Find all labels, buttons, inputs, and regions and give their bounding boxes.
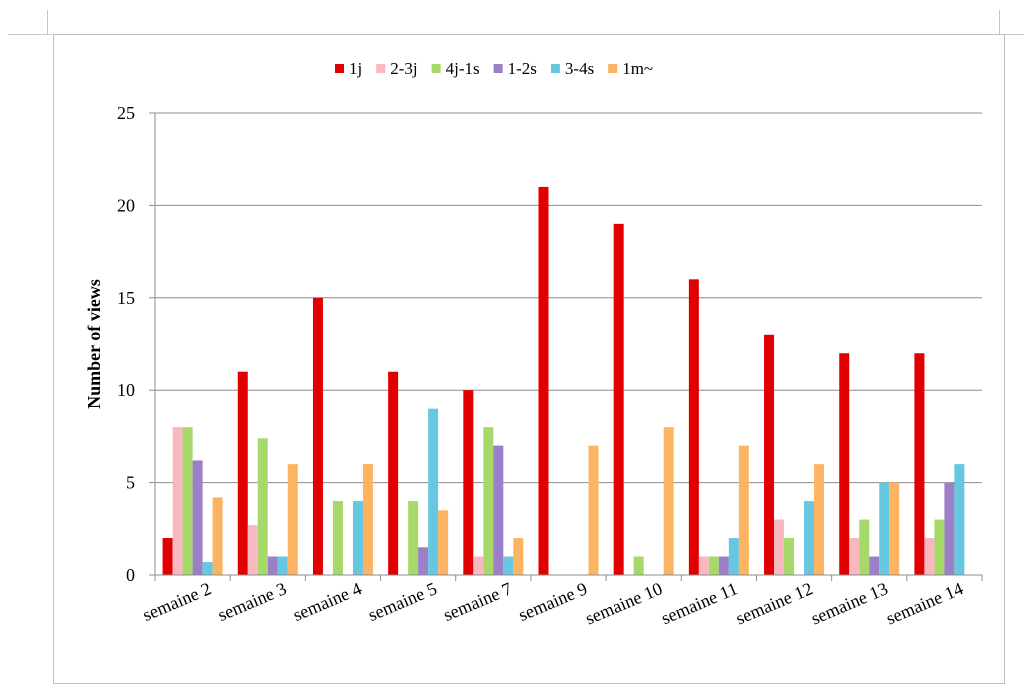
crop-mark-right-vertical (999, 10, 1000, 34)
bar-4j-1s-semaine-4 (332, 501, 343, 575)
bar-3-4s-semaine-5 (428, 408, 439, 575)
bar-4j-1s-semaine-12 (784, 538, 795, 575)
bar-1-2s-semaine-2 (192, 460, 203, 575)
gridlines (155, 112, 982, 484)
bar-1j-semaine-4 (312, 297, 323, 575)
y-tick-label: 15 (117, 288, 135, 308)
bar-3-4s-semaine-7 (503, 556, 514, 575)
x-tick-label: semaine 12 (733, 578, 816, 628)
x-tick-label: semaine 3 (215, 578, 290, 625)
legend-swatch (550, 64, 560, 73)
bar-1j-semaine-9 (538, 186, 549, 576)
bar-1-2s-semaine-3 (267, 556, 278, 575)
legend-label: 1m~ (622, 59, 653, 78)
bar-1-2s-semaine-5 (418, 547, 429, 575)
x-tick-label: semaine 9 (516, 578, 591, 625)
bar-4j-1s-semaine-3 (257, 438, 268, 575)
y-tick-label: 25 (117, 103, 135, 123)
legend-label: 4j-1s (446, 59, 480, 78)
bar-4j-1s-semaine-11 (708, 556, 719, 575)
bar-3-4s-semaine-13 (879, 482, 890, 575)
x-tick-label: semaine 5 (365, 578, 440, 625)
bar-1m~-semaine-4 (362, 464, 373, 575)
bar-4j-1s-semaine-14 (934, 519, 945, 575)
bar-3-4s-semaine-3 (277, 556, 288, 575)
bar-1-2s-semaine-11 (718, 556, 729, 575)
bar-3-4s-semaine-11 (728, 538, 739, 575)
legend-swatch (608, 64, 618, 73)
axes (149, 112, 983, 581)
bar-3-4s-semaine-14 (954, 464, 965, 575)
legend-label: 2-3j (390, 59, 417, 78)
bar-2-3j-semaine-2 (172, 427, 183, 575)
crop-mark-left-horizontal (8, 34, 52, 35)
legend-swatch (335, 64, 344, 73)
legend-label: 1j (349, 59, 362, 78)
bar-2-3j-semaine-13 (849, 538, 860, 575)
bar-1j-semaine-11 (688, 279, 699, 575)
x-tick-label: semaine 10 (582, 578, 665, 628)
x-tick-label: semaine 13 (808, 578, 891, 628)
x-tick-labels: semaine 2 semaine 3 semaine 4 semaine 5 sema… (140, 578, 966, 628)
legend: 1j 2-3j 4j-1s 1-2s 3-4s 1m~ (335, 59, 653, 78)
y-axis-label: Number of views (84, 279, 104, 409)
bar-2-3j-semaine-11 (698, 556, 709, 575)
bar-1j-semaine-13 (839, 353, 850, 575)
y-tick-label: 20 (117, 195, 135, 215)
bar-2-3j-semaine-14 (924, 538, 935, 575)
bar-1j-semaine-2 (162, 538, 173, 575)
bar-2-3j-semaine-7 (473, 556, 484, 575)
bar-1m~-semaine-9 (588, 445, 599, 575)
bar-1j-semaine-5 (388, 371, 399, 575)
bars (162, 186, 965, 576)
x-tick-label: semaine 7 (440, 578, 515, 625)
bar-1j-semaine-3 (237, 371, 248, 575)
y-tick-label: 5 (126, 473, 135, 493)
bar-1j-semaine-7 (463, 390, 474, 575)
bar-1j-semaine-12 (764, 334, 775, 575)
bar-1-2s-semaine-14 (944, 482, 955, 575)
legend-label: 3-4s (565, 59, 594, 78)
bar-1m~-semaine-11 (738, 445, 749, 575)
crop-mark-left-vertical (47, 10, 48, 34)
y-tick-label: 10 (117, 380, 135, 400)
bar-1j-semaine-10 (613, 223, 624, 575)
legend-swatch (376, 64, 386, 73)
legend-label: 1-2s (508, 59, 537, 78)
bar-2-3j-semaine-12 (774, 519, 785, 575)
bar-4j-1s-semaine-2 (182, 427, 193, 575)
legend-swatch (431, 64, 441, 73)
crop-mark-right-horizontal (1004, 34, 1024, 35)
bar-1m~-semaine-13 (889, 482, 900, 575)
bar-1m~-semaine-3 (287, 464, 298, 575)
bar-4j-1s-semaine-7 (483, 427, 494, 575)
x-tick-label: semaine 2 (140, 578, 215, 625)
bar-4j-1s-semaine-10 (633, 556, 644, 575)
bar-1m~-semaine-12 (814, 464, 825, 575)
bar-3-4s-semaine-12 (804, 501, 815, 575)
y-tick-label: 0 (126, 565, 135, 585)
bar-3-4s-semaine-2 (202, 562, 213, 575)
y-tick-labels: 0 5 10 15 20 25 (117, 103, 135, 585)
x-tick-label: semaine 14 (883, 578, 966, 628)
bar-1m~-semaine-2 (212, 497, 223, 575)
bar-4j-1s-semaine-5 (408, 501, 419, 575)
legend-swatch (493, 64, 503, 73)
bar-1m~-semaine-10 (663, 427, 674, 575)
bar-1m~-semaine-7 (513, 538, 524, 575)
x-tick-label: semaine 11 (658, 578, 740, 628)
bar-1-2s-semaine-13 (869, 556, 880, 575)
bar-4j-1s-semaine-13 (859, 519, 870, 575)
bar-3-4s-semaine-4 (352, 501, 363, 575)
bar-1m~-semaine-5 (438, 510, 449, 575)
x-tick-label: semaine 4 (290, 578, 365, 625)
bar-1-2s-semaine-7 (493, 445, 504, 575)
bar-1j-semaine-14 (914, 353, 925, 575)
bar-2-3j-semaine-3 (247, 525, 258, 575)
